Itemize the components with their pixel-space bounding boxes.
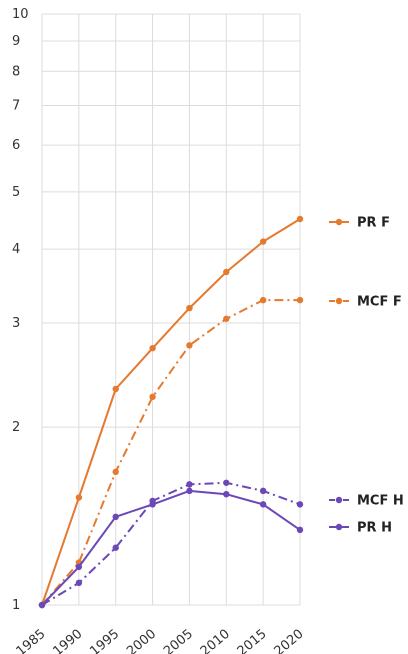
series-line bbox=[41, 489, 301, 606]
y-tick-label: 3 bbox=[12, 316, 20, 331]
data-point bbox=[186, 342, 193, 349]
data-point bbox=[223, 268, 230, 276]
legend-label: MCF F bbox=[357, 295, 402, 310]
data-point bbox=[149, 344, 156, 352]
x-tick-label: 2010 bbox=[198, 627, 233, 654]
series-line bbox=[41, 218, 301, 606]
x-axis-ticks: 1985 1990 1995 2000 2005 2010 2015 2020 bbox=[14, 627, 307, 654]
legend-item: PR H bbox=[329, 521, 392, 536]
data-point bbox=[223, 315, 230, 322]
y-tick-label: 9 bbox=[12, 34, 20, 49]
data-point bbox=[149, 501, 156, 508]
data-point bbox=[296, 215, 304, 223]
y-tick-label: 4 bbox=[12, 242, 20, 257]
series-lines bbox=[38, 215, 304, 609]
legend-marker bbox=[335, 523, 343, 531]
y-tick-label: 10 bbox=[12, 7, 29, 22]
legend-label: MCF H bbox=[357, 494, 404, 509]
data-point bbox=[112, 468, 119, 476]
x-tick-label: 2020 bbox=[272, 627, 307, 654]
data-point bbox=[296, 501, 304, 508]
legend-label: PR F bbox=[357, 216, 390, 231]
data-point bbox=[149, 393, 156, 401]
legend-item: MCF F bbox=[329, 295, 402, 310]
y-tick-label: 5 bbox=[12, 185, 20, 200]
x-tick-label: 2000 bbox=[124, 627, 159, 654]
x-tick-label: 1990 bbox=[50, 627, 85, 654]
y-tick-label: 7 bbox=[12, 99, 20, 114]
data-point bbox=[112, 385, 119, 393]
data-point bbox=[296, 296, 304, 304]
y-tick-label: 1 bbox=[12, 598, 20, 613]
data-point bbox=[186, 304, 193, 312]
data-point bbox=[75, 579, 83, 587]
x-tick-label: 2005 bbox=[161, 627, 196, 654]
data-point bbox=[223, 490, 230, 498]
data-point bbox=[38, 601, 46, 609]
data-point bbox=[259, 238, 267, 245]
data-point bbox=[259, 501, 267, 508]
data-point bbox=[223, 479, 230, 486]
grid bbox=[41, 13, 301, 606]
y-tick-label: 6 bbox=[12, 138, 20, 153]
legend-item: PR F bbox=[329, 216, 390, 231]
data-point bbox=[75, 494, 83, 501]
data-point bbox=[112, 544, 119, 551]
x-tick-label: 1985 bbox=[14, 627, 49, 654]
x-tick-label: 2015 bbox=[235, 627, 270, 654]
legend-marker bbox=[335, 496, 343, 504]
legend-marker bbox=[335, 297, 343, 305]
data-point bbox=[296, 526, 304, 534]
legend-item: MCF H bbox=[329, 494, 404, 509]
data-point bbox=[112, 513, 119, 521]
series-line bbox=[41, 299, 300, 606]
data-point bbox=[259, 296, 267, 304]
legend: PR F MCF F MCF H PR H bbox=[329, 216, 404, 536]
x-tick-label: 1995 bbox=[87, 627, 122, 654]
legend-label: PR H bbox=[357, 521, 392, 536]
data-point bbox=[186, 487, 193, 495]
data-point bbox=[186, 481, 193, 488]
y-axis-ticks: 1 2 3 4 5 6 7 8 9 10 bbox=[12, 7, 29, 613]
y-tick-label: 8 bbox=[12, 64, 20, 79]
legend-marker bbox=[335, 218, 343, 226]
data-point bbox=[75, 563, 83, 571]
y-tick-label: 2 bbox=[12, 420, 20, 435]
data-point bbox=[259, 487, 267, 495]
series-line bbox=[41, 481, 301, 606]
